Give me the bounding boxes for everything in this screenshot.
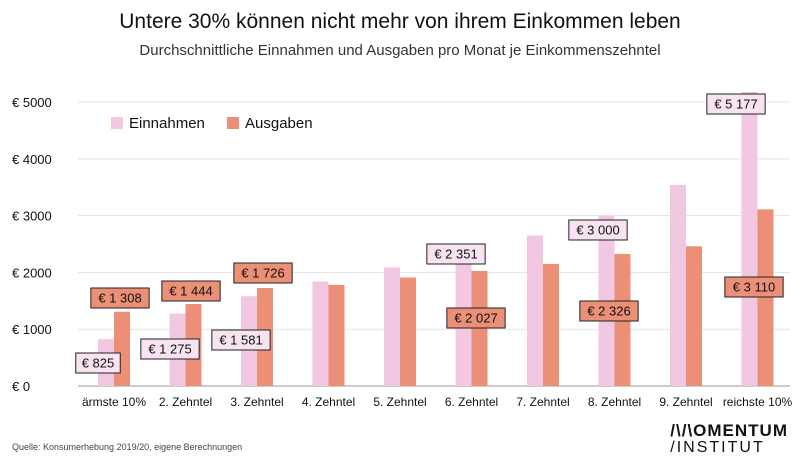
data-label-ausgaben: € 2 027 <box>454 311 497 326</box>
data-label-einnahmen: € 825 <box>82 356 115 371</box>
data-label-box-ausgaben <box>724 276 784 298</box>
data-label-einnahmen: € 2 351 <box>434 247 477 262</box>
x-tick-label: 5. Zehntel <box>373 395 426 409</box>
source-note: Quelle: Konsumerhebung 2019/20, eigene B… <box>12 442 243 452</box>
data-label-box-ausgaben <box>161 280 221 302</box>
y-tick-label: € 5000 <box>12 95 52 110</box>
y-axis: € 0 € 1000 € 2000 € 3000 € 4000 € 5000 <box>12 95 52 394</box>
data-label-box-ausgaben <box>233 262 293 284</box>
bar-einnahmen <box>741 91 758 386</box>
x-tick-label: 4. Zehntel <box>302 395 355 409</box>
bar-einnahmen <box>670 184 686 386</box>
data-label-box-ausgaben <box>579 300 639 322</box>
x-tick-label: 2. Zehntel <box>159 395 212 409</box>
legend-label-ausgaben: Ausgaben <box>245 115 313 132</box>
logo-line-1: /\/\OMENTUM <box>670 421 788 440</box>
legend: Einnahmen Ausgaben <box>111 115 313 132</box>
legend-swatch-ausgaben <box>227 117 239 129</box>
bar-ausgaben <box>757 209 774 386</box>
data-label-box-einnahmen <box>568 219 628 241</box>
data-label-einnahmen: € 1 581 <box>219 333 262 348</box>
data-label-box-einnahmen <box>75 352 121 374</box>
data-label-einnahmen: € 1 275 <box>148 342 191 357</box>
x-tick-label: 9. Zehntel <box>659 395 712 409</box>
legend-label-einnahmen: Einnahmen <box>129 115 205 132</box>
data-label-ausgaben: € 3 110 <box>733 280 775 295</box>
y-tick-label: € 3000 <box>12 209 52 224</box>
x-tick-label: 7. Zehntel <box>516 395 569 409</box>
bar-ausgaben <box>686 246 702 386</box>
data-label-box-einnahmen <box>426 243 486 265</box>
legend-swatch-einnahmen <box>111 117 123 129</box>
logo-line-2: /INSTITUT <box>670 439 765 456</box>
x-tick-label: ärmste 10% <box>82 395 146 409</box>
y-tick-label: € 0 <box>12 379 30 394</box>
data-label-ausgaben: € 1 444 <box>169 284 212 299</box>
data-label-ausgaben: € 1 726 <box>241 266 284 281</box>
y-tick-label: € 1000 <box>12 322 52 337</box>
x-tick-label: 6. Zehntel <box>445 395 498 409</box>
data-labels: € 825 € 1 275 € 1 581 € 2 351 € 3 000 € 5 177… <box>75 93 784 374</box>
bar-ausgaben <box>400 277 416 386</box>
bar-einnahmen <box>527 235 543 386</box>
data-label-ausgaben: € 1 308 <box>98 291 141 306</box>
chart-subtitle: Durchschnittliche Einnahmen und Ausgaben… <box>139 42 661 59</box>
bar-ausgaben <box>328 284 345 386</box>
data-label-box-ausgaben <box>90 287 150 309</box>
x-tick-label: 3. Zehntel <box>230 395 283 409</box>
data-label-ausgaben: € 2 326 <box>587 304 630 319</box>
data-label-box-einnahmen <box>211 329 271 351</box>
bar-ausgaben <box>543 263 559 386</box>
bar-einnahmen <box>312 281 329 386</box>
x-tick-label: 8. Zehntel <box>588 395 641 409</box>
data-label-box-ausgaben <box>446 307 506 329</box>
y-tick-label: € 4000 <box>12 152 52 167</box>
data-label-box-einnahmen <box>140 338 200 360</box>
bar-einnahmen <box>384 267 400 386</box>
bar-ausgaben <box>114 311 130 386</box>
chart-title: Untere 30% können nicht mehr von ihrem E… <box>119 10 681 33</box>
x-tick-label: reichste 10% <box>723 395 793 409</box>
bars <box>98 91 774 386</box>
y-tick-label: € 2000 <box>12 265 52 280</box>
data-label-einnahmen: € 3 000 <box>576 223 619 238</box>
data-label-einnahmen: € 5 177 <box>714 97 757 112</box>
momentum-logo: /\/\OMENTUM /INSTITUT <box>670 422 788 456</box>
x-axis: ärmste 10% 2. Zehntel 3. Zehntel 4. Zehntel… <box>82 395 793 409</box>
data-label-box-einnahmen <box>706 93 766 115</box>
